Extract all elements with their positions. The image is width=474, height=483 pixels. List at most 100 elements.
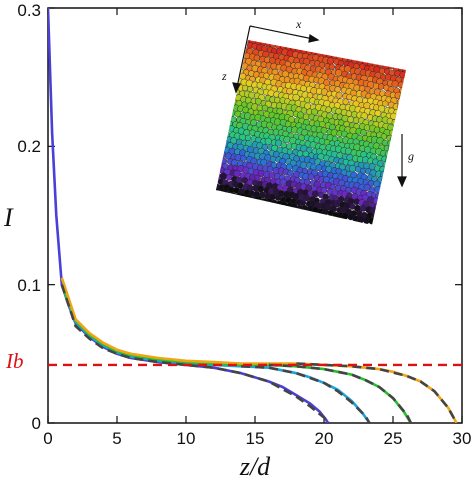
grain-particle bbox=[396, 103, 405, 111]
grain-particle bbox=[257, 185, 265, 193]
model-fit-line bbox=[241, 365, 371, 423]
grain-particle bbox=[385, 156, 393, 164]
x-vector-arrowhead bbox=[308, 34, 320, 43]
grain-particle bbox=[383, 167, 391, 174]
grain-particle bbox=[381, 176, 389, 184]
grain-particle bbox=[387, 145, 396, 153]
grain-particle bbox=[289, 136, 297, 145]
grain-particle bbox=[244, 134, 252, 142]
grain-particle bbox=[260, 158, 268, 166]
grain-particle bbox=[377, 83, 385, 90]
series-layer bbox=[48, 8, 458, 423]
model-fit-line bbox=[60, 284, 331, 423]
grain-particle bbox=[377, 198, 384, 205]
grain-particle bbox=[321, 208, 329, 216]
grain-particle bbox=[360, 129, 367, 136]
grain-particle bbox=[240, 155, 247, 162]
x-tick-label: 10 bbox=[177, 429, 196, 448]
grain-particles bbox=[216, 40, 406, 225]
grain-particle bbox=[402, 83, 406, 91]
grain-particle bbox=[368, 217, 376, 225]
grain-particle bbox=[391, 80, 399, 88]
x-tick-label: 25 bbox=[384, 429, 403, 448]
grain-particle bbox=[342, 98, 349, 105]
grain-particle bbox=[381, 155, 389, 163]
y-tick-label: 0.1 bbox=[17, 276, 41, 295]
z-vector-arrow bbox=[235, 25, 251, 93]
grain-particle bbox=[404, 72, 406, 81]
grain-particle bbox=[216, 188, 221, 196]
grain-particle bbox=[375, 208, 382, 216]
grain-particle bbox=[325, 106, 332, 113]
grain-particle bbox=[264, 137, 272, 145]
grain-particle bbox=[315, 164, 323, 172]
x-tick-label: 20 bbox=[315, 429, 334, 448]
y-tick-labels: 0 0.1 0.2 0.3 bbox=[17, 1, 41, 433]
z-vector-label: z⃗ bbox=[221, 69, 236, 83]
grain-particle bbox=[396, 98, 404, 105]
grain-particle bbox=[379, 187, 387, 195]
x-tick-label: 30 bbox=[453, 429, 472, 448]
g-vector-arrowhead bbox=[397, 176, 407, 188]
grain-particle bbox=[335, 108, 342, 115]
grain-particle bbox=[219, 189, 227, 197]
x-tick-labels: 0 5 10 15 20 25 30 bbox=[43, 429, 471, 448]
grain-particle bbox=[286, 87, 293, 95]
x-axis-title: z/d bbox=[239, 452, 271, 481]
x-tick-label: 0 bbox=[43, 429, 52, 448]
grain-particle bbox=[254, 195, 262, 204]
grain-particle bbox=[399, 93, 406, 100]
grain-particle bbox=[397, 81, 405, 89]
grain-particle bbox=[229, 192, 237, 200]
series-line-2 bbox=[60, 284, 371, 423]
grain-particle bbox=[299, 199, 307, 207]
x-tick-label: 15 bbox=[246, 429, 265, 448]
grain-particle bbox=[382, 100, 389, 107]
grain-particle bbox=[387, 63, 394, 70]
x-tick-label: 5 bbox=[112, 429, 121, 448]
grain-particle bbox=[307, 173, 315, 181]
grain-particle bbox=[395, 113, 403, 121]
g-vector-label: g⃗ bbox=[408, 149, 423, 163]
grain-particle bbox=[312, 206, 319, 214]
grain-particle bbox=[268, 172, 275, 179]
y-tick-label: 0.2 bbox=[17, 137, 41, 156]
grain-particle bbox=[374, 109, 382, 117]
grain-particle bbox=[374, 186, 382, 194]
grain-particle bbox=[354, 68, 361, 75]
grain-particle bbox=[341, 212, 349, 220]
grain-particle bbox=[357, 215, 365, 224]
z-vector-arrowhead bbox=[232, 82, 241, 94]
grain-particle bbox=[399, 71, 406, 79]
grain-particle bbox=[335, 91, 343, 99]
grain-particle bbox=[389, 129, 396, 136]
grain-particle bbox=[254, 98, 262, 105]
grain-particle bbox=[292, 93, 300, 102]
ib-label: Ib bbox=[5, 349, 24, 373]
x-vector-label: x⃗ bbox=[295, 17, 311, 31]
grain-particle bbox=[372, 218, 380, 225]
inset-axes bbox=[232, 25, 407, 188]
grain-particle bbox=[245, 194, 253, 202]
grain-particle bbox=[383, 144, 391, 152]
grain-particle bbox=[393, 124, 401, 132]
grain-particle bbox=[224, 152, 232, 160]
grain-particle bbox=[290, 202, 298, 210]
grain-particle bbox=[328, 63, 336, 70]
grain-particle bbox=[224, 190, 231, 198]
grain-particle bbox=[228, 110, 236, 117]
y-tick-label: 0 bbox=[32, 414, 41, 433]
grain-particle bbox=[287, 169, 294, 177]
grain-particle bbox=[242, 106, 249, 114]
grain-particle bbox=[260, 198, 268, 206]
model-fit-line bbox=[268, 363, 413, 423]
y-tick-label: 0.3 bbox=[17, 1, 41, 20]
grain-particle bbox=[335, 69, 343, 77]
grain-particle bbox=[390, 135, 397, 142]
y-axis-title: I bbox=[3, 203, 14, 232]
x-vector-arrow bbox=[249, 25, 319, 41]
series-line-4 bbox=[60, 277, 458, 423]
grain-particle bbox=[387, 139, 395, 147]
grain-particle bbox=[348, 164, 357, 173]
